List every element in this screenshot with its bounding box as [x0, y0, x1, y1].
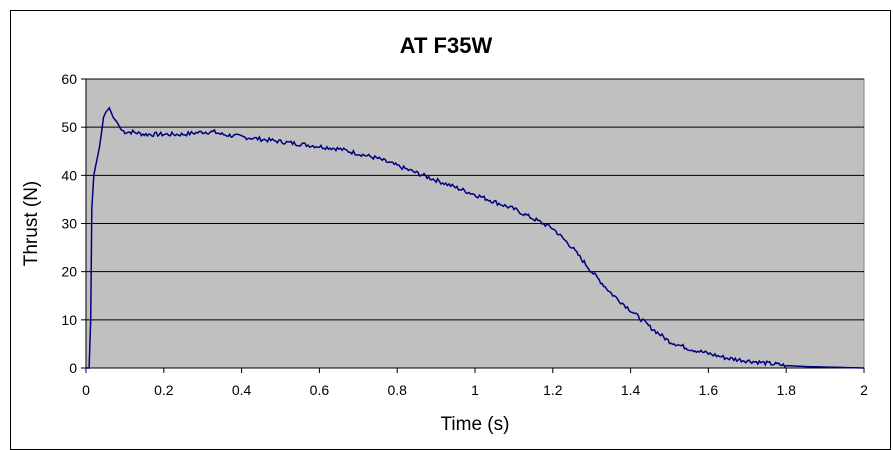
- y-tick-label: 20: [61, 264, 77, 280]
- x-tick-label: 0.4: [232, 382, 252, 398]
- gridlines: [86, 78, 864, 321]
- x-tick-label: 1.6: [699, 382, 719, 398]
- y-axis-label: Thrust (N): [21, 181, 42, 267]
- y-tick-label: 30: [61, 216, 77, 232]
- x-tick-label: 1.2: [543, 382, 563, 398]
- chart-title: AT F35W: [400, 33, 493, 58]
- x-tick-label: 0: [82, 382, 90, 398]
- y-tick-label: 60: [61, 71, 77, 87]
- x-tick-label: 1: [471, 382, 479, 398]
- y-tick-label: 50: [61, 119, 77, 135]
- x-tick-labels: 0 0.2 0.4 0.6 0.8 1 1.2 1.4 1.6 1.8 2: [82, 368, 868, 398]
- x-axis-label: Time (s): [441, 414, 510, 435]
- y-tick-labels: 0 10 20 30 40 50 60: [61, 71, 86, 376]
- x-tick-label: 0.8: [387, 382, 407, 398]
- x-tick-label: 1.4: [621, 382, 641, 398]
- x-tick-label: 1.8: [776, 382, 796, 398]
- y-tick-label: 0: [69, 360, 77, 376]
- thrust-chart: 0 10 20 30 40 50 60 0 0.2 0.4 0.6 0.8 1 1.2 1.4 1.6 1.8…: [21, 33, 868, 435]
- thrust-series-line: [86, 106, 864, 369]
- x-tick-label: 2: [860, 382, 868, 398]
- y-tick-label: 40: [61, 167, 77, 183]
- y-tick-label: 10: [61, 312, 77, 328]
- x-tick-label: 0.2: [154, 382, 174, 398]
- x-tick-label: 0.6: [310, 382, 330, 398]
